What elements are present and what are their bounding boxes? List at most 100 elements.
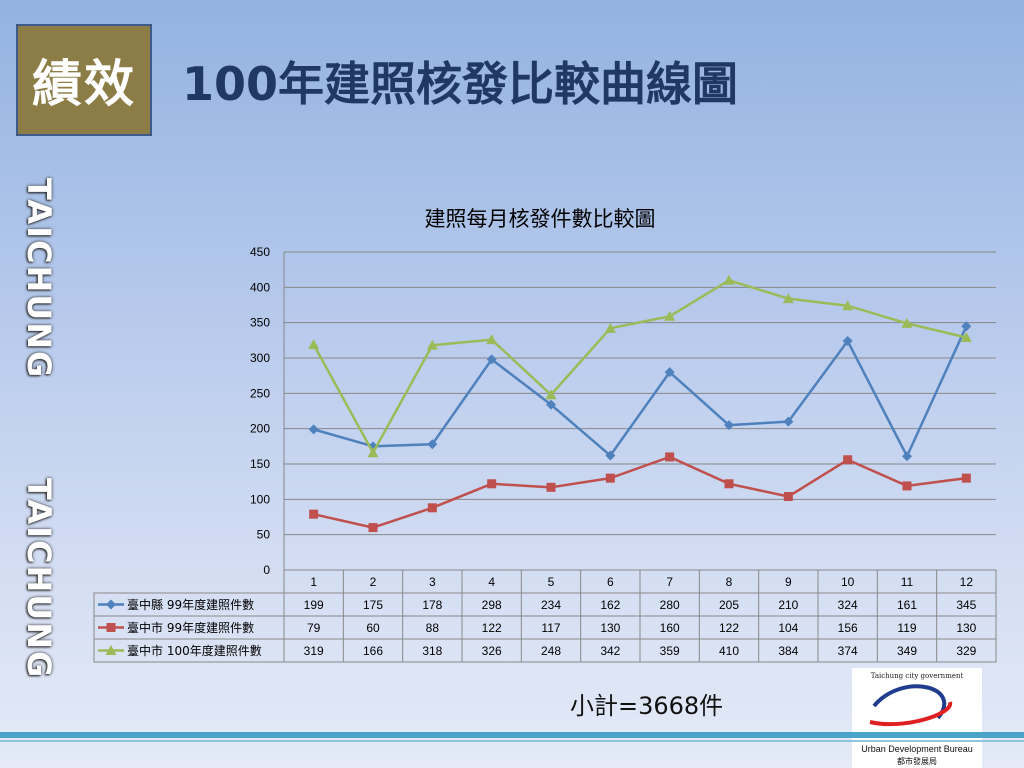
y-tick-label: 400 xyxy=(250,280,270,294)
x-tick-label: 8 xyxy=(726,575,733,589)
logo-chinese-text: 都市發展局 xyxy=(897,757,937,766)
legend-marker xyxy=(106,599,116,610)
x-tick-label: 5 xyxy=(548,575,555,589)
data-point xyxy=(783,492,793,502)
data-point xyxy=(309,509,319,519)
table-cell-value: 319 xyxy=(304,644,324,658)
data-point xyxy=(546,482,556,492)
data-point xyxy=(308,339,320,350)
table-cell-value: 162 xyxy=(600,598,620,612)
data-point xyxy=(901,317,913,328)
table-cell-value: 324 xyxy=(838,598,858,612)
legend-marker xyxy=(106,623,116,632)
data-point xyxy=(604,322,616,333)
logo-emblem-icon xyxy=(869,684,953,727)
table-cell-value: 374 xyxy=(838,644,858,658)
table-cell-value: 248 xyxy=(541,644,561,658)
footer-rule-thin xyxy=(0,740,1024,742)
legend-label: 臺中市 99年度建照件數 xyxy=(127,620,254,635)
table-cell-value: 156 xyxy=(838,621,858,635)
table-cell-value: 122 xyxy=(482,621,502,635)
table-cell-value: 130 xyxy=(956,621,976,635)
table-cell-value: 359 xyxy=(660,644,680,658)
table-cell-value: 117 xyxy=(541,621,560,635)
data-point xyxy=(842,300,854,311)
x-tick-label: 11 xyxy=(901,575,914,589)
data-point xyxy=(605,450,616,461)
y-tick-label: 100 xyxy=(250,492,270,506)
logo-top-text: Taichung city government xyxy=(870,672,964,680)
x-tick-label: 1 xyxy=(310,575,317,589)
legend-label: 臺中縣 99年度建照件數 xyxy=(127,597,254,612)
data-point xyxy=(961,473,971,483)
data-point xyxy=(605,473,615,483)
data-point xyxy=(723,274,735,285)
data-point xyxy=(368,523,378,533)
table-cell-value: 166 xyxy=(363,644,383,658)
series-line xyxy=(312,279,967,454)
x-tick-label: 10 xyxy=(841,575,855,589)
table-cell-value: 175 xyxy=(363,598,383,612)
table-cell-value: 130 xyxy=(600,621,620,635)
table-cell-value: 210 xyxy=(778,598,798,612)
data-point xyxy=(724,479,734,489)
table-cell-value: 79 xyxy=(307,621,321,635)
table-cell-value: 161 xyxy=(897,598,917,612)
data-point xyxy=(842,336,853,347)
footer-rule xyxy=(0,732,1024,738)
data-point xyxy=(724,420,734,431)
data-point xyxy=(308,424,319,435)
x-tick-label: 12 xyxy=(960,575,974,589)
y-tick-label: 200 xyxy=(250,422,270,436)
data-point xyxy=(546,399,556,410)
data-point xyxy=(783,416,794,427)
table-cell-value: 234 xyxy=(541,598,561,612)
page-title: 100年建照核發比較曲線圖 xyxy=(182,57,739,111)
data-point xyxy=(486,354,497,365)
side-text-top: TAICHUNG xyxy=(20,178,58,380)
table-cell-value: 178 xyxy=(422,598,442,612)
data-point xyxy=(902,451,912,462)
data-point xyxy=(665,452,675,462)
series-line xyxy=(313,455,967,529)
table-cell-value: 298 xyxy=(482,598,502,612)
logo-english-text: Urban Development Bureau xyxy=(861,744,973,754)
y-tick-label: 250 xyxy=(250,386,270,400)
x-tick-label: 4 xyxy=(488,575,495,589)
table-cell-value: 280 xyxy=(660,598,680,612)
legend-marker xyxy=(105,645,117,655)
table-cell-value: 104 xyxy=(778,621,798,635)
table-cell-value: 199 xyxy=(304,598,324,612)
data-point xyxy=(487,479,497,489)
data-point xyxy=(367,447,379,458)
side-text-bottom: TAICHUNG xyxy=(20,478,58,680)
data-point xyxy=(664,367,675,378)
data-point xyxy=(427,439,438,450)
data-point xyxy=(427,503,437,513)
data-point xyxy=(664,310,676,321)
table-cell-value: 122 xyxy=(719,621,739,635)
data-point xyxy=(545,389,557,400)
y-tick-label: 300 xyxy=(250,351,270,365)
table-cell-value: 318 xyxy=(422,644,442,658)
data-point xyxy=(486,334,498,345)
table-cell-value: 205 xyxy=(719,598,739,612)
legend-label: 臺中市 100年度建照件數 xyxy=(127,643,262,658)
bureau-logo: Taichung city government Urban Developme… xyxy=(852,668,982,768)
x-tick-label: 3 xyxy=(429,575,436,589)
data-point xyxy=(961,321,972,332)
data-point xyxy=(782,293,794,304)
table-cell-value: 88 xyxy=(426,621,440,635)
data-point xyxy=(426,339,438,350)
table-cell-value: 410 xyxy=(719,644,739,658)
series-line xyxy=(313,325,968,458)
table-cell-value: 119 xyxy=(897,621,916,635)
data-point xyxy=(902,481,912,491)
table-cell-value: 60 xyxy=(366,621,380,635)
x-tick-label: 9 xyxy=(785,575,792,589)
data-point xyxy=(960,332,972,343)
table-cell-value: 329 xyxy=(956,644,976,658)
x-tick-label: 6 xyxy=(607,575,614,589)
section-badge: 績效 xyxy=(16,24,152,136)
